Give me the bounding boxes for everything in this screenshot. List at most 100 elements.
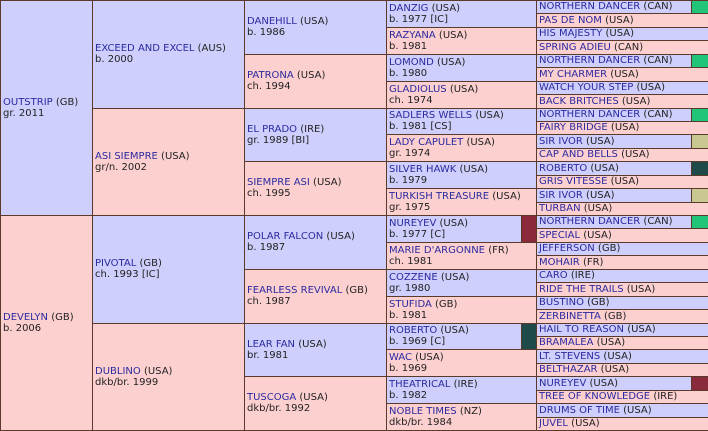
horse-country: (FR) (579, 257, 604, 268)
horse-name-link[interactable]: TURBAN (539, 203, 581, 214)
horse-name-link[interactable]: SPRING ADIEU (539, 42, 611, 53)
horse-name-link[interactable]: OUTSTRIP (3, 97, 53, 108)
horse-entry: SADLERS WELLS (USA) b. 1981 [CS] (387, 110, 536, 132)
horse-name-link[interactable]: NORTHERN DANCER (539, 55, 641, 66)
horse-entry: FAIRY BRIDGE (USA) (537, 122, 708, 133)
inbreeding-marker (691, 377, 708, 390)
horse-entry: CAP AND BELLS (USA) (537, 149, 708, 160)
horse-name-link[interactable]: BELTHAZAR (539, 364, 598, 375)
horse-name-link[interactable]: POLAR FALCON (247, 231, 324, 242)
horse-name-link[interactable]: PAS DE NOM (539, 15, 602, 26)
horse-country: (GB) (431, 299, 458, 310)
horse-name-link[interactable]: PIVOTAL (95, 258, 137, 269)
horse-name-link[interactable]: DEVELYN (3, 312, 49, 323)
horse-name-link[interactable]: WATCH YOUR STEP (539, 82, 634, 93)
horse-country: (USA) (580, 203, 613, 214)
horse-name-link[interactable]: NORTHERN DANCER (539, 216, 641, 227)
horse-name-link[interactable]: NOBLE TIMES (389, 406, 457, 417)
horse-name-link[interactable]: CAP AND BELLS (539, 149, 618, 160)
horse-name-link[interactable]: DANZIG (389, 3, 429, 14)
horse-country: (IRE) (567, 270, 595, 281)
pedigree-cell-gen5: TREE OF KNOWLEDGE (IRE) (536, 390, 708, 404)
horse-entry: NOBLE TIMES (NZ) dkb/br. 1984 (387, 406, 536, 428)
horse-name-link[interactable]: SIEMPRE ASI (247, 177, 310, 188)
horse-country: (USA) (607, 69, 639, 80)
horse-name-link[interactable]: GLADIOLUS (389, 84, 447, 95)
horse-name-link[interactable]: SADLERS WELLS (389, 110, 473, 121)
horse-name-link[interactable]: WAC (389, 352, 412, 363)
pedigree-cell-gen4: SADLERS WELLS (USA) b. 1981 [CS] (386, 108, 537, 135)
pedigree-cell-gen5: DRUMS OF TIME (USA) (536, 403, 708, 418)
horse-name-link[interactable]: MARIE D'ARGONNE (389, 245, 486, 256)
horse-country: (USA) (296, 392, 328, 403)
horse-name-link[interactable]: SILVER HAWK (389, 164, 457, 175)
horse-country: (USA) (582, 190, 615, 201)
horse-entry: NORTHERN DANCER (CAN) (537, 1, 708, 12)
horse-name-link[interactable]: EL PRADO (247, 124, 298, 135)
horse-entry: LADY CAPULET (USA) gr. 1974 (387, 137, 536, 159)
horse-name-link[interactable]: NUREYEV (389, 218, 437, 229)
horse-name-link[interactable]: DANEHILL (247, 16, 297, 27)
horse-entry: DEVELYN (GB) b. 2006 (1, 312, 92, 334)
horse-name-link[interactable]: COZZENE (389, 272, 438, 283)
horse-name-link[interactable]: SIR IVOR (539, 136, 583, 147)
horse-name-link[interactable]: JUVEL (539, 418, 568, 429)
horse-name-link[interactable]: LT. STEVENS (539, 351, 601, 362)
horse-name-link[interactable]: HIS MAJESTY (539, 28, 603, 39)
horse-name-link[interactable]: CARO (539, 270, 568, 281)
horse-name-link[interactable]: NORTHERN DANCER (539, 109, 641, 120)
horse-name-link[interactable]: MOHAIR (539, 257, 580, 268)
horse-name-link[interactable]: LADY CAPULET (389, 137, 464, 148)
horse-name-link[interactable]: ROBERTO (539, 163, 588, 174)
pedigree-cell-gen5: HIS MAJESTY (USA) (536, 27, 708, 41)
horse-country: (AUS) (194, 43, 226, 54)
horse-name-link[interactable]: RIDE THE TRAILS (539, 284, 624, 295)
horse-name-link[interactable]: PATRONA (247, 70, 294, 81)
pedigree-cell-gen4: TURKISH TREASURE (USA) gr. 1975 (386, 188, 537, 216)
horse-entry: GLADIOLUS (USA) ch. 1974 (387, 84, 536, 106)
horse-name-link[interactable]: TUSCOGA (247, 392, 297, 403)
horse-name-link[interactable]: NORTHERN DANCER (539, 1, 641, 12)
horse-name-link[interactable]: ASI SIEMPRE (95, 151, 158, 162)
pedigree-cell-gen5: BUSTINO (GB) (536, 296, 708, 310)
pedigree-cell-gen5: BACK BRITCHES (USA) (536, 94, 708, 109)
horse-name-link[interactable]: STUFIDA (389, 299, 432, 310)
horse-name-link[interactable]: NUREYEV (539, 378, 587, 389)
horse-name-link[interactable]: RAZYANA (389, 30, 436, 41)
horse-name-link[interactable]: GRIS VITESSE (539, 176, 608, 187)
horse-name-link[interactable]: SPECIAL (539, 230, 581, 241)
horse-name-link[interactable]: HAIL TO REASON (539, 324, 625, 335)
horse-entry: TUSCOGA (USA) dkb/br. 1992 (245, 392, 386, 414)
horse-entry: DRUMS OF TIME (USA) (537, 405, 708, 416)
horse-name-link[interactable]: LOMOND (389, 57, 434, 68)
horse-name-link[interactable]: BUSTINO (539, 297, 584, 308)
pedigree-cell-gen2: EXCEED AND EXCEL (AUS) b. 2000 (92, 0, 245, 109)
horse-country: (CAN) (640, 216, 673, 227)
horse-entry: CARO (IRE) (537, 270, 708, 281)
horse-name-link[interactable]: SIR IVOR (539, 190, 583, 201)
horse-name-link[interactable]: BACK BRITCHES (539, 96, 619, 107)
horse-name-link[interactable]: TREE OF KNOWLEDGE (539, 391, 651, 402)
horse-name-link[interactable]: ROBERTO (389, 325, 438, 336)
horse-name-link[interactable]: LEAR FAN (247, 339, 296, 350)
horse-name-link[interactable]: MY CHARMER (539, 69, 608, 80)
pedigree-cell-gen5: SPRING ADIEU (CAN) (536, 40, 708, 55)
inbreeding-marker (691, 55, 708, 67)
horse-entry: PIVOTAL (GB) ch. 1993 [IC] (93, 258, 244, 280)
horse-name-link[interactable]: JEFFERSON (539, 243, 595, 254)
pedigree-cell-gen5: HAIL TO REASON (USA) (536, 323, 708, 337)
horse-name-link[interactable]: EXCEED AND EXCEL (95, 43, 195, 54)
horse-name-link[interactable]: DRUMS OF TIME (539, 405, 620, 416)
horse-name-link[interactable]: THEATRICAL (389, 379, 451, 390)
horse-name-link[interactable]: FAIRY BRIDGE (539, 122, 608, 133)
horse-name-link[interactable]: ZERBINETTA (539, 311, 601, 322)
horse-name-link[interactable]: BRAMALEA (539, 337, 594, 348)
horse-country: (IRE) (650, 391, 678, 402)
pedigree-cell-gen2: DUBLINO (USA) dkb/br. 1999 (92, 323, 245, 431)
pedigree-cell-gen5: MOHAIR (FR) (536, 255, 708, 270)
horse-name-link[interactable]: DUBLINO (95, 366, 141, 377)
horse-name-link[interactable]: TURKISH TREASURE (389, 191, 490, 202)
horse-info: ch. 1993 [IC] (95, 269, 160, 280)
horse-name-link[interactable]: FEARLESS REVIVAL (247, 285, 343, 296)
